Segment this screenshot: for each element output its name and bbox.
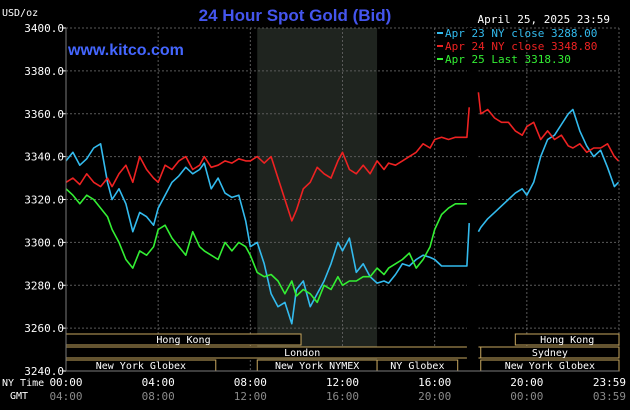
y-tick-label: 3320.0 — [24, 194, 64, 207]
nymex-session-highlight — [257, 28, 378, 371]
series-line — [65, 188, 467, 304]
x-tick-label-ny: 08:00 — [234, 376, 267, 389]
x-tick-label-ny: 00:00 — [49, 376, 82, 389]
chart-title: 24 Hour Spot Gold (Bid) — [199, 6, 392, 25]
x-tick-label-ny: 20:00 — [510, 376, 543, 389]
x-tick-label-ny: 04:00 — [142, 376, 175, 389]
series-line — [65, 108, 620, 325]
legend: Apr 23 NY close 3288.00 Apr 24 NY close … — [445, 27, 597, 66]
session-label: New York NYMEX — [275, 361, 359, 372]
session-label: Hong Kong — [540, 335, 594, 346]
session-label: Hong Kong — [156, 335, 210, 346]
watermark[interactable]: www.kitco.com — [67, 42, 184, 59]
x-tick-label-gmt: 04:00 — [49, 390, 82, 403]
session-label: Sydney — [532, 348, 568, 359]
gmt-row-label: GMT — [10, 391, 28, 402]
y-tick-label: 3380.0 — [24, 65, 64, 78]
x-tick-label-ny: 12:00 — [326, 376, 359, 389]
legend-item-apr24: Apr 24 NY close 3348.80 — [445, 40, 597, 53]
trading-sessions: Hong Kong London New York Globex New York N… — [65, 28, 620, 372]
session-label: New York Globex — [505, 361, 595, 372]
series-line — [65, 92, 620, 222]
y-tick-label: 3340.0 — [24, 151, 64, 164]
y-tick-label: 3360.0 — [24, 108, 64, 121]
y-tick-label: 3280.0 — [24, 279, 64, 292]
ny-time-row-label: NY Time — [2, 378, 44, 389]
y-tick-label: 3260.0 — [24, 322, 64, 335]
legend-arrows — [437, 32, 443, 60]
x-tick-label-gmt: 00:00 — [510, 390, 543, 403]
x-tick-label-gmt: 20:00 — [418, 390, 451, 403]
y-tick-label: 3240.0 — [24, 365, 64, 378]
legend-item-apr23: Apr 23 NY close 3288.00 — [445, 27, 597, 40]
legend-item-apr25: Apr 25 Last 3318.30 — [445, 53, 571, 66]
weekend-gap — [466, 28, 479, 371]
y-unit-label: USD/oz — [2, 8, 38, 19]
x-tick-label-ny: 16:00 — [418, 376, 451, 389]
session-label: New York Globex — [96, 361, 186, 372]
price-series — [65, 92, 620, 325]
session-label: London — [284, 348, 320, 359]
y-tick-label: 3400.0 — [24, 22, 64, 35]
session-bar — [514, 333, 620, 346]
x-tick-label-ny: 23:59 — [593, 376, 626, 389]
date-label: April 25, 2025 23:59 — [478, 13, 610, 26]
session-label: NY Globex — [390, 361, 444, 372]
x-tick-label-gmt: 12:00 — [234, 390, 267, 403]
y-tick-label: 3300.0 — [24, 236, 64, 249]
x-tick-label-gmt: 08:00 — [142, 390, 175, 403]
axes: 3400.0 3380.0 3360.0 3340.0 3320.0 3300.0 3280… — [24, 22, 626, 403]
x-tick-label-gmt: 03:59 — [593, 390, 626, 403]
session-bar — [480, 346, 620, 359]
x-tick-label-gmt: 16:00 — [326, 390, 359, 403]
nymex-highlight-band — [257, 28, 378, 371]
